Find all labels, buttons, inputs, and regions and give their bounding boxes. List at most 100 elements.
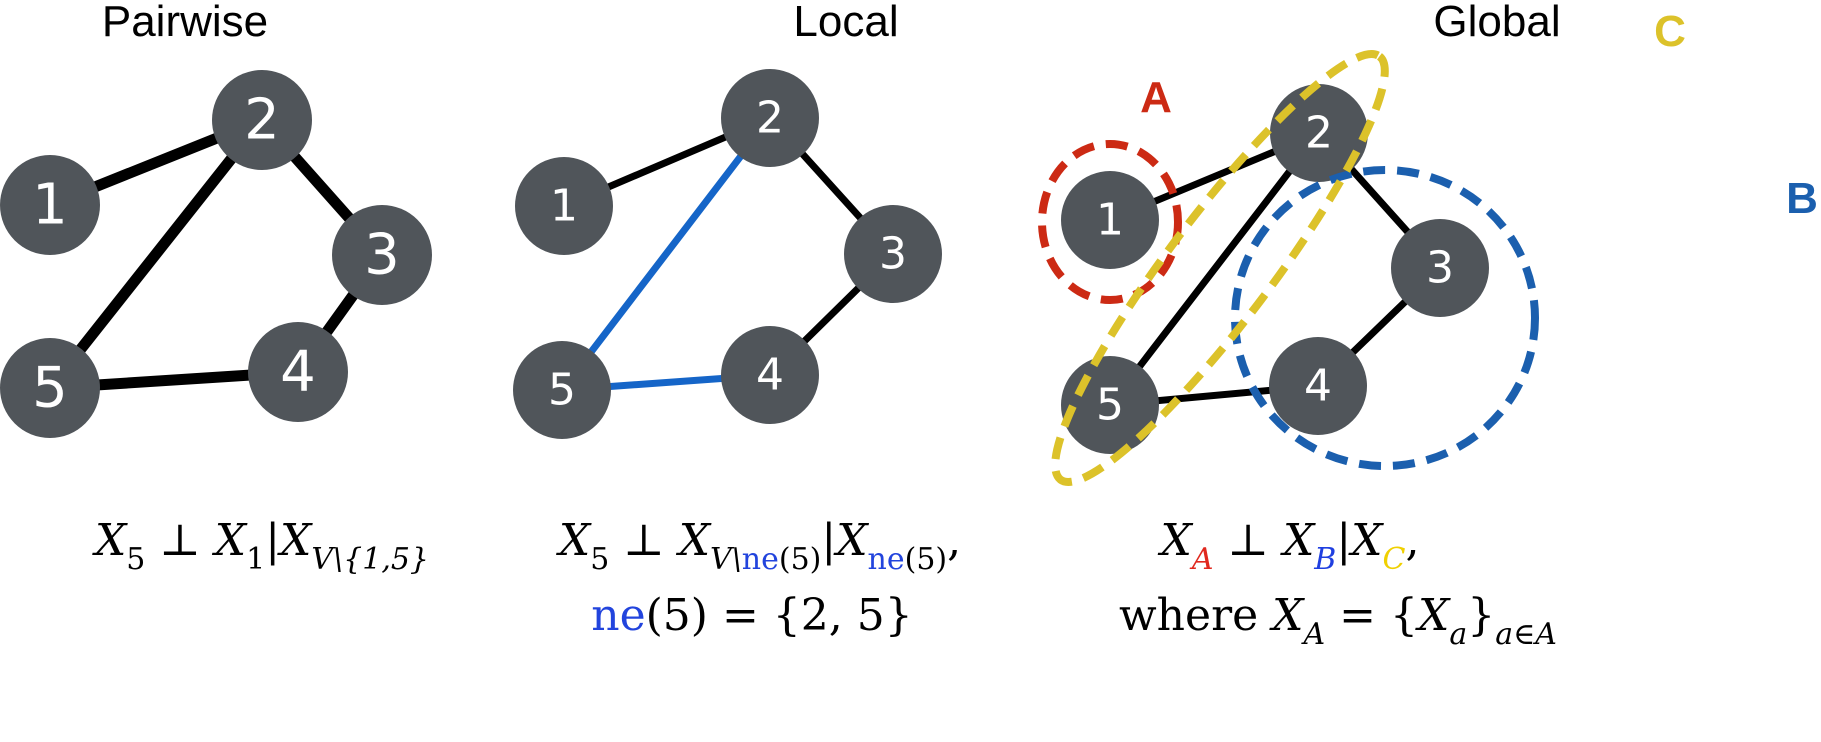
var-x: X (280, 515, 312, 566)
set-a-boundary (1038, 140, 1182, 304)
var-x: X (1351, 515, 1383, 566)
edge-2-5 (1106, 129, 1323, 409)
sub-a: A (1192, 542, 1214, 577)
sub-v-minus: V\{1,5} (311, 542, 429, 577)
perp-symbol: ⊥ (623, 515, 665, 566)
sub-ne: ne (741, 542, 779, 577)
close-brace: } (1467, 590, 1496, 641)
node-label-4: 4 (756, 350, 784, 401)
sub-v-minus-ne: V\ne(5) (710, 542, 821, 577)
node-label-2: 2 (756, 93, 784, 144)
var-x: X (1160, 515, 1192, 566)
sub-a-lower-text: a (1449, 617, 1468, 652)
local-nodes (513, 69, 942, 439)
sub-a-text: A (1303, 617, 1326, 652)
panel-title-global: Global (1433, 0, 1560, 46)
global-formula-line2: where XA = {Xa}a∈A (1119, 590, 1557, 652)
node-label-4: 4 (1304, 361, 1332, 412)
node-3 (332, 205, 432, 305)
node-label-3: 3 (364, 223, 400, 288)
pairwise-graph: 1 2 3 4 5 (0, 70, 432, 438)
panel-title-local: Local (793, 0, 898, 46)
set-b-label: B (1786, 174, 1818, 223)
node-label-2: 2 (244, 88, 280, 153)
var-x: X (214, 515, 247, 566)
sub-b-text: B (1314, 542, 1337, 577)
node-label-5: 5 (548, 365, 576, 416)
node-3 (1391, 219, 1489, 317)
node-label-3: 3 (1426, 243, 1454, 294)
sub-a: A (1303, 617, 1325, 652)
sub-5: 5 (590, 542, 610, 577)
comma: , (947, 515, 962, 566)
pairwise-formula: X5 ⊥ X1|XV\{1,5} (94, 515, 429, 577)
pairwise-nodes (0, 70, 432, 438)
perp-symbol: ⊥ (1227, 515, 1269, 566)
node-label-3: 3 (879, 229, 907, 280)
node-4 (248, 322, 348, 422)
var-x: X (94, 515, 127, 566)
global-node-labels: 1 2 3 4 5 (1096, 108, 1454, 431)
sub-a-in-a: a∈A (1495, 617, 1557, 652)
node-label-4: 4 (280, 340, 316, 405)
set-b-boundary (1231, 166, 1539, 470)
node-2 (212, 70, 312, 170)
given-bar: | (821, 515, 837, 566)
sub-5: 5 (126, 542, 146, 577)
pairwise-node-labels: 1 2 3 4 5 (32, 88, 400, 421)
var-x: X (678, 515, 711, 566)
sub-a-in-a-text: a∈A (1495, 617, 1557, 652)
edge-2-5 (44, 114, 268, 394)
global-formula-line1: XA ⊥ XB|XC, (1160, 515, 1420, 577)
given-bar: | (265, 515, 281, 566)
node-1 (515, 157, 613, 255)
local-node-labels: 1 2 3 4 5 (548, 93, 907, 416)
node-3 (844, 205, 942, 303)
sub-a-text: A (1191, 542, 1214, 577)
ne-function: ne (591, 590, 646, 641)
node-1 (1061, 171, 1159, 269)
node-label-1: 1 (32, 173, 68, 238)
node-4 (721, 326, 819, 424)
sub-paren: (5) (778, 542, 822, 577)
node-5 (513, 341, 611, 439)
given-bar: | (1336, 515, 1352, 566)
edge-2-5-highlight (558, 114, 774, 394)
sub-ne: ne (867, 542, 905, 577)
node-4 (1269, 337, 1367, 435)
ne-set: (5) = {2, 5} (645, 590, 913, 641)
where-text: where (1119, 590, 1259, 641)
var-x: X (1282, 515, 1315, 566)
node-label-1: 1 (550, 181, 578, 232)
var-x: X (836, 515, 868, 566)
global-nodes (1061, 84, 1489, 454)
equals-brace: = { (1325, 590, 1418, 641)
sub-b: B (1314, 542, 1336, 577)
local-graph: 1 2 3 4 5 (513, 69, 942, 439)
local-formula-line1: X5 ⊥ XV\ne(5)|Xne(5), (558, 515, 962, 577)
node-label-1: 1 (1096, 195, 1124, 246)
panel-title-pairwise: Pairwise (102, 0, 268, 46)
sub-ne5: ne(5) (868, 542, 948, 577)
perp-symbol: ⊥ (159, 515, 201, 566)
node-5 (0, 338, 100, 438)
node-label-5: 5 (32, 356, 68, 421)
global-graph: 1 2 3 4 5 A B C (1038, 7, 1818, 486)
node-label-2: 2 (1305, 108, 1333, 159)
sub-text: V\{1,5} (311, 542, 430, 577)
local-formula-line2: ne(5) = {2, 5} (591, 590, 913, 641)
sub-c: C (1382, 542, 1405, 577)
sub-1: 1 (246, 542, 266, 577)
comma: , (1405, 515, 1420, 566)
set-c-label: C (1654, 7, 1686, 56)
node-1 (0, 155, 100, 255)
local-edges (560, 114, 897, 379)
sub-v: V\ (710, 542, 742, 577)
var-x: X (1272, 590, 1304, 641)
var-x: X (558, 515, 591, 566)
sub-paren: (5) (904, 542, 948, 577)
sub-a-lower: a (1449, 617, 1467, 652)
set-a-label: A (1140, 73, 1172, 122)
node-2 (721, 69, 819, 167)
